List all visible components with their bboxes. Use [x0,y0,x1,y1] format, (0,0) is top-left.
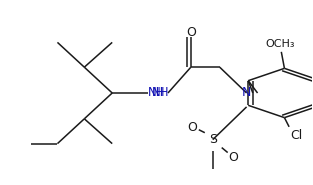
Text: OCH₃: OCH₃ [265,39,295,49]
Text: N: N [242,87,251,100]
Text: NH: NH [152,87,170,100]
Text: NH: NH [148,87,166,100]
Text: O: O [186,26,196,39]
Text: O: O [229,151,239,164]
Text: Cl: Cl [291,129,303,142]
Text: O: O [187,121,197,134]
Text: S: S [209,133,217,146]
